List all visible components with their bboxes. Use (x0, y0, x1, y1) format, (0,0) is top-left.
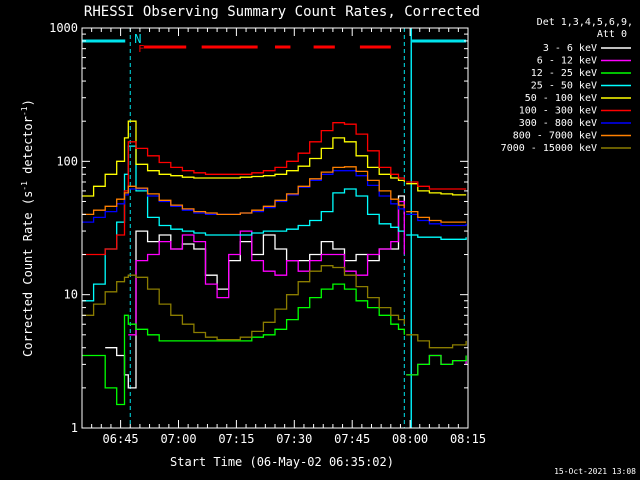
x-tick-label: 07:45 (334, 432, 370, 446)
series-line-12to25kev (82, 283, 405, 406)
y-tick-label: 1000 (49, 21, 78, 35)
series-line-post-50to100kev (406, 183, 467, 196)
plot-area: NF (82, 28, 467, 428)
legend-entry-label: 7000 - 15000 keV (501, 143, 597, 154)
series-line-3to6kev (105, 195, 405, 389)
timestamp: 15-Oct-2021 13:08 (554, 467, 636, 476)
legend-entry-label: 300 - 800 keV (519, 118, 597, 129)
legend-entry-label: 3 - 6 keV (543, 43, 597, 54)
series-line-7000to15000kev (82, 265, 405, 341)
x-tick-label: 08:00 (392, 432, 428, 446)
legend-header-line2: Att 0 (597, 29, 627, 40)
x-tick-label: 08:15 (450, 432, 486, 446)
legend-entry-label: 6 - 12 keV (537, 56, 597, 67)
legend-entry-label: 12 - 25 keV (531, 68, 597, 79)
x-tick-label: 07:15 (218, 432, 254, 446)
legend-entry-label: 100 - 300 keV (519, 106, 597, 117)
series-line-post-6to12kev (406, 354, 467, 376)
legend-header-line1: Det 1,3,4,5,6,9, (537, 17, 633, 28)
series-line-post-100to300kev (406, 181, 467, 190)
legend-entry-label: 50 - 100 keV (525, 93, 597, 104)
y-axis: 1 10 100 1000 (49, 21, 468, 435)
night-flag-label: N (134, 32, 141, 46)
y-tick-label: 10 (64, 288, 78, 302)
chart-title: RHESSI Observing Summary Count Rates, Co… (84, 4, 480, 20)
series-line-6to12kev (128, 200, 405, 336)
x-tick-label: 06:45 (103, 432, 139, 446)
x-tick-label: 07:30 (276, 432, 312, 446)
flare-flag-label: F (138, 44, 144, 55)
y-tick-label: 1 (71, 421, 78, 435)
legend-entry-label: 25 - 50 keV (531, 81, 597, 92)
x-axis-label: Start Time (06-May-02 06:35:02) (170, 455, 394, 469)
series-line-post-800to7000kev (406, 210, 467, 223)
x-tick-label: 07:00 (160, 432, 196, 446)
series-line-post-25to50kev (406, 234, 467, 240)
x-axis: 06:45 07:00 07:15 07:30 07:45 08:00 08:15 (81, 28, 486, 446)
series-line-100to300kev (82, 122, 405, 256)
legend-entry-label: 800 - 7000 keV (513, 131, 597, 142)
series-line-post-7000to15000kev (406, 334, 467, 349)
series-line-post-12to25kev (406, 354, 467, 376)
y-axis-label: Corrected Count Rate (s-1 detector-1) (20, 99, 35, 357)
legend: Det 1,3,4,5,6,9, Att 0 3 - 6 keV 6 - 12 k… (501, 17, 633, 154)
y-tick-label: 100 (56, 154, 78, 168)
series-line-50to100kev (82, 120, 405, 197)
plot-frame (81, 27, 469, 429)
series-line-800to7000kev (82, 166, 405, 216)
